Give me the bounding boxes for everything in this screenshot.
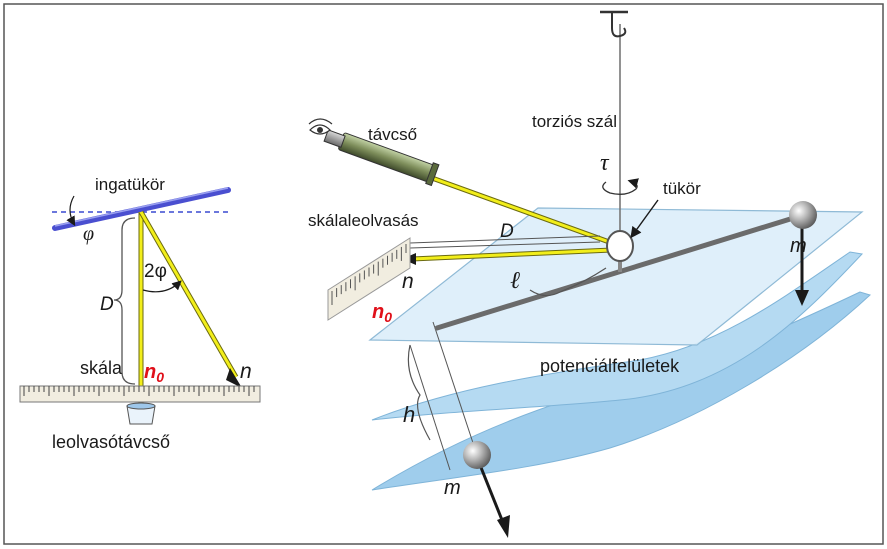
- telescope-ray: [431, 176, 613, 245]
- label-n0-right: n0: [372, 301, 392, 325]
- eye-icon: [308, 118, 333, 135]
- D-distance-line: [409, 241, 601, 249]
- h-guide-line-2: [432, 321, 478, 456]
- scale-ray: [411, 248, 613, 261]
- label-torzios-szal: torziós szál: [532, 112, 617, 131]
- telescope: [323, 129, 440, 187]
- label-D-right: D: [500, 221, 514, 242]
- h-brace: [407, 344, 431, 441]
- label-n-right: n: [402, 270, 414, 293]
- phi-angle-arc: [66, 195, 76, 227]
- label-tukor: tükör: [663, 179, 701, 198]
- fiber-hook: [611, 12, 627, 38]
- label-ingatukor: ingatükör: [95, 175, 165, 194]
- ell-brace: [529, 267, 607, 297]
- label-m-top: m: [790, 235, 807, 257]
- force-arrow-bottom: [476, 459, 506, 526]
- reflected-ray-arrowhead: [226, 368, 242, 388]
- label-ell: ℓ: [510, 268, 520, 294]
- pendulum-mirror: [52, 187, 231, 231]
- scale-ticks: [23, 386, 255, 396]
- D-distance-line-2: [409, 235, 601, 244]
- two-phi-angle-arc: [142, 280, 182, 293]
- force-arrow-bottom-head: [497, 515, 510, 538]
- label-two-phi: 2φ: [144, 261, 167, 282]
- h-guide-line-1: [409, 344, 451, 471]
- label-tau: τ: [600, 150, 610, 176]
- torsion-mirror: [606, 230, 634, 262]
- label-h: h: [403, 402, 415, 427]
- force-arrow-top-head: [795, 290, 809, 306]
- left-panel: ingatükör φ 2φ D skála n0 n leolvasótávc…: [19, 175, 261, 452]
- label-n-left: n: [240, 360, 252, 383]
- distance-brace: [113, 217, 136, 385]
- equipotential-surface-middle: [371, 251, 864, 421]
- mirror-pointer-arrow: [630, 199, 659, 239]
- mass-ball-top: [789, 201, 817, 229]
- label-m-bottom: m: [444, 477, 461, 499]
- right-panel: távcső torziós szál τ tükör skálaleolvas…: [308, 10, 871, 538]
- label-tavcso: távcső: [368, 125, 417, 144]
- right-scale: [327, 237, 411, 321]
- mass-ball-bottom: [463, 441, 491, 469]
- reading-telescope-lens: [126, 402, 156, 410]
- label-D-left: D: [100, 294, 114, 315]
- label-skalaleolvasas: skálaleolvasás: [308, 211, 419, 230]
- pendulum-mirror-shine: [54, 187, 229, 227]
- label-skala: skála: [80, 358, 123, 378]
- reflected-ray: [139, 211, 238, 378]
- label-leolvasotavcso: leolvasótávcső: [52, 432, 170, 452]
- right-scale-ticks: [331, 244, 407, 305]
- label-n0-left: n0: [144, 361, 164, 385]
- label-potencialfeluletek: potenciálfelületek: [540, 356, 680, 376]
- label-phi: φ: [83, 223, 94, 245]
- scale-bar: [19, 385, 261, 403]
- tau-rotation-arrow: [602, 178, 639, 195]
